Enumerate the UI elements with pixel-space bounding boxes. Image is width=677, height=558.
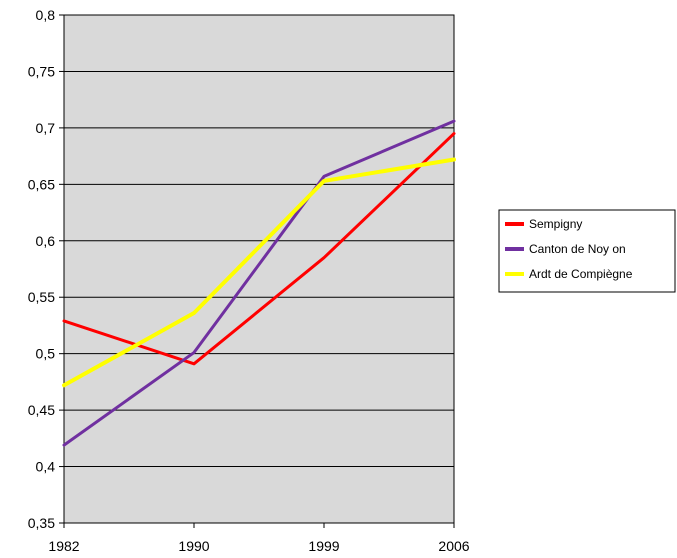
legend-label: Canton de Noy on	[529, 242, 626, 256]
x-tick-label: 1990	[178, 538, 209, 554]
y-tick-label: 0,55	[28, 289, 55, 305]
y-tick-label: 0,5	[36, 346, 56, 362]
x-tick-label: 1982	[48, 538, 79, 554]
plot-area	[63, 14, 455, 524]
y-tick-label: 0,4	[36, 459, 56, 475]
series-line-0	[62, 132, 456, 366]
series-line-1	[62, 119, 456, 447]
y-tick-label: 0,7	[36, 120, 56, 136]
y-tick-label: 0,75	[28, 63, 55, 79]
y-tick-label: 0,6	[36, 233, 56, 249]
gridlines	[64, 70, 454, 468]
legend-label: Ardt de Compiègne	[529, 267, 633, 281]
y-tick-label: 0,8	[36, 7, 56, 23]
x-tick-label: 2006	[438, 538, 469, 554]
y-tick-label: 0,35	[28, 515, 55, 531]
y-axis: 0,35 0,4 0,45 0,5 0,55 0,6 0,65 0,7 0,75 0,8	[28, 7, 64, 531]
legend: Sempigny Canton de Noy on Ardt de Compiègn…	[498, 209, 676, 293]
x-tick-label: 1999	[308, 538, 339, 554]
series-line-2	[62, 157, 456, 388]
x-axis: 1982 1990 1999 2006	[48, 523, 470, 554]
y-tick-label: 0,65	[28, 176, 55, 192]
legend-box	[498, 209, 676, 293]
y-tick-label: 0,45	[28, 402, 55, 418]
legend-label: Sempigny	[529, 217, 582, 231]
series-lines	[62, 119, 456, 447]
